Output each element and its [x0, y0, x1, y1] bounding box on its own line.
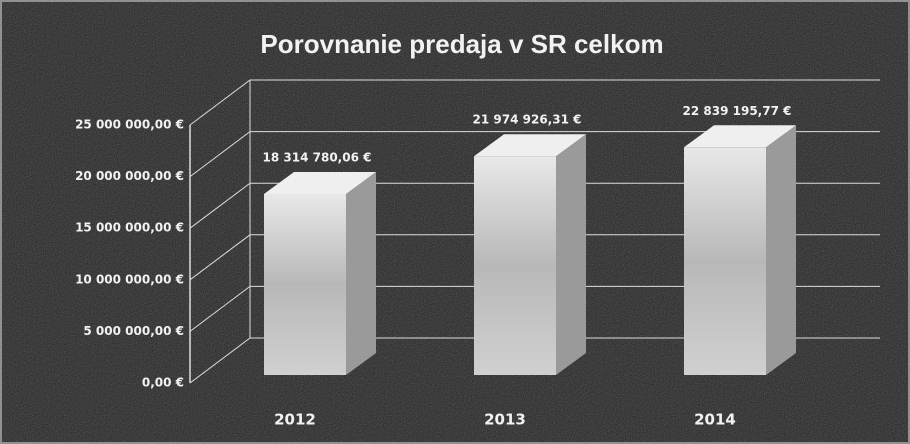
value-label: 22 839 195,77 €	[683, 104, 792, 118]
bar	[474, 156, 556, 375]
bar	[264, 193, 346, 375]
chart-title: Porovnanie predaja v SR celkom	[260, 29, 663, 59]
y-tick-label: 5 000 000,00 €	[83, 324, 184, 338]
x-tick-label: 2013	[484, 411, 526, 429]
bar-top	[474, 134, 586, 157]
y-tick-label: 25 000 000,00 €	[75, 118, 184, 132]
y-tick-label: 15 000 000,00 €	[75, 221, 184, 235]
bar-side	[346, 171, 376, 375]
x-tick-label: 2012	[274, 411, 316, 429]
x-tick-label: 2014	[694, 411, 736, 429]
bar-side	[556, 134, 586, 375]
y-tick-label: 10 000 000,00 €	[75, 272, 184, 286]
y-tick-label: 20 000 000,00 €	[75, 169, 184, 183]
bar-top	[684, 125, 796, 148]
bar	[684, 147, 766, 375]
value-label: 21 974 926,31 €	[473, 113, 582, 127]
bar-side	[766, 125, 796, 375]
value-label: 18 314 780,06 €	[263, 150, 372, 164]
y-tick-label: 0,00 €	[142, 376, 184, 390]
bar-top	[264, 171, 376, 194]
